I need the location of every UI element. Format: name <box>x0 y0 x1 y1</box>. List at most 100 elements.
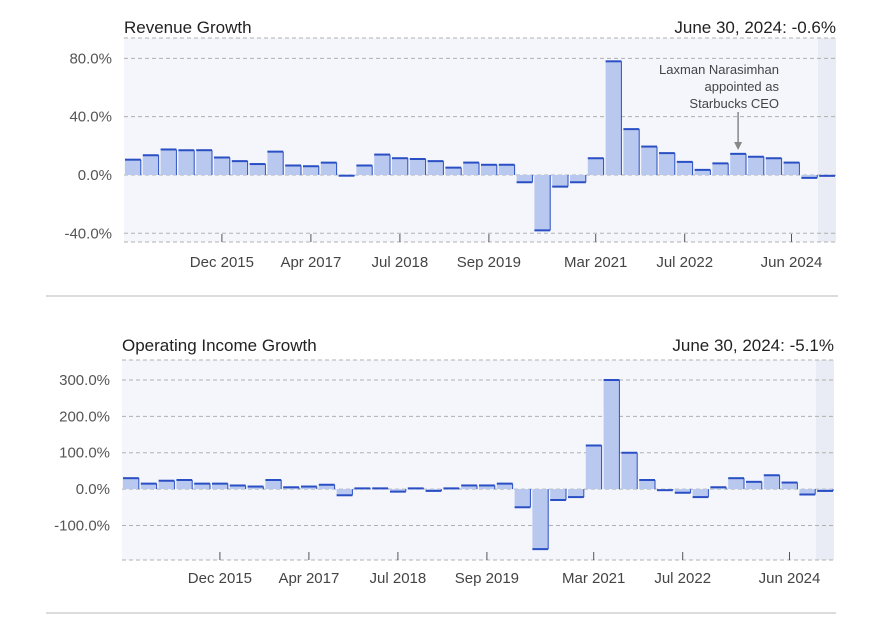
bar <box>496 483 513 490</box>
bar <box>427 161 444 175</box>
bar <box>409 158 426 175</box>
bar <box>783 162 800 175</box>
bar <box>140 483 157 490</box>
x-tick-label: Jul 2022 <box>656 254 713 271</box>
x-tick-label: Jun 2024 <box>759 570 821 587</box>
bar <box>552 174 568 187</box>
x-tick-label: Apr 2017 <box>278 570 339 587</box>
bar <box>445 167 462 175</box>
plot-background <box>122 360 834 560</box>
bar <box>267 151 284 175</box>
bar <box>285 165 301 175</box>
revenue-growth-chart: 80.0% 40.0% 0.0% -40.0% Dec 2015 Apr 2017 Jul … <box>46 18 838 297</box>
bar <box>463 162 479 175</box>
bar <box>356 165 373 175</box>
forecast-shade <box>818 38 836 242</box>
bar <box>176 480 193 490</box>
bar <box>374 154 390 175</box>
bar <box>336 489 353 496</box>
x-tick-label: Jun 2024 <box>761 254 823 271</box>
bar <box>498 164 515 175</box>
bar <box>125 159 141 175</box>
bar <box>303 166 319 175</box>
plot-background <box>124 38 836 242</box>
bar <box>763 475 780 490</box>
bar <box>568 489 584 498</box>
bar <box>659 153 675 175</box>
bar <box>746 481 762 490</box>
x-tick-label: Dec 2015 <box>188 570 252 587</box>
bar <box>781 482 798 490</box>
y-tick-label: -100.0% <box>54 517 110 534</box>
x-tick-label: Jul 2022 <box>654 570 711 587</box>
y-tick-label: 40.0% <box>69 109 112 126</box>
bar <box>712 163 729 175</box>
bar <box>123 478 139 490</box>
annotation-arrow-head <box>734 142 743 150</box>
x-tick-label: Dec 2015 <box>190 254 254 271</box>
bar <box>158 480 175 490</box>
bar <box>320 162 337 175</box>
bar <box>194 483 210 490</box>
bar <box>639 480 655 490</box>
x-tick-label: Sep 2019 <box>455 570 519 587</box>
bar <box>516 174 533 183</box>
forecast-shade <box>816 360 834 560</box>
bar <box>160 149 177 175</box>
bar <box>641 146 657 175</box>
operating-income-growth-chart: 300.0% 200.0% 100.0% 0.0% -100.0% Dec 2015 Apr… <box>46 336 836 614</box>
annotation-text: Laxman Narasimhan <box>659 62 779 77</box>
x-tick-label: Sep 2019 <box>457 254 521 271</box>
bar <box>534 174 551 231</box>
bar <box>178 150 195 175</box>
operating-income-growth-panel: 300.0% 200.0% 100.0% 0.0% -100.0% Dec 2015 Apr… <box>0 318 878 634</box>
bar <box>249 164 266 175</box>
bar <box>479 485 495 490</box>
bar <box>585 445 602 490</box>
bar <box>674 489 691 493</box>
bar <box>142 155 159 175</box>
chart-title: Operating Income Growth <box>122 336 317 355</box>
bar <box>587 158 604 175</box>
bar <box>514 489 531 508</box>
bar <box>301 486 317 490</box>
bar <box>605 61 622 175</box>
bar <box>196 150 212 175</box>
bar <box>247 486 264 490</box>
y-tick-label: 200.0% <box>59 408 110 425</box>
bar <box>801 174 818 178</box>
bar <box>461 485 477 490</box>
bar <box>676 161 693 175</box>
bar <box>390 489 406 492</box>
latest-value-summary: June 30, 2024: -0.6% <box>674 18 836 37</box>
bar <box>231 161 248 175</box>
latest-value-summary: June 30, 2024: -5.1% <box>672 336 834 355</box>
y-tick-label: 0.0% <box>76 481 110 498</box>
bar <box>570 174 586 183</box>
bar <box>692 489 709 498</box>
y-tick-label: -40.0% <box>64 225 112 242</box>
bar <box>765 158 782 175</box>
y-tick-label: 0.0% <box>78 167 112 184</box>
bar <box>212 483 228 490</box>
chart-title: Revenue Growth <box>124 18 252 37</box>
y-tick-label: 300.0% <box>59 372 110 389</box>
bar <box>603 380 620 490</box>
bar <box>392 158 408 175</box>
bar <box>550 489 566 500</box>
bar <box>481 164 497 175</box>
bar <box>694 169 711 175</box>
bar <box>265 480 282 490</box>
annotation-text: Starbucks CEO <box>689 96 779 111</box>
y-tick-label: 80.0% <box>69 50 112 67</box>
y-tick-label: 100.0% <box>59 445 110 462</box>
bar <box>730 153 746 175</box>
x-tick-label: Jul 2018 <box>370 570 427 587</box>
bar <box>229 485 246 490</box>
bar <box>748 156 764 175</box>
bar <box>623 129 640 175</box>
bar <box>214 157 230 175</box>
bar <box>621 452 638 490</box>
annotation-text: appointed as <box>705 79 780 94</box>
bar <box>318 484 335 490</box>
